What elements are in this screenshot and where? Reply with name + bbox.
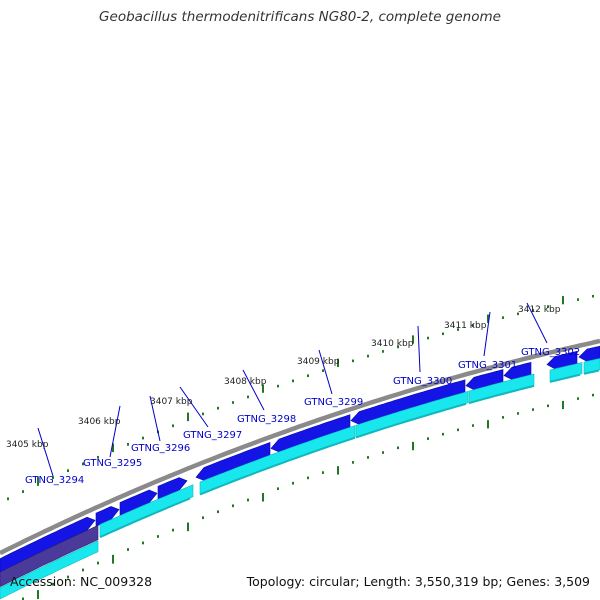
accession-text: Accession: NC_009328 — [10, 574, 153, 589]
gene-label[interactable]: GTNG_3302 — [521, 347, 580, 358]
gene-callouts: GTNG_3294 GTNG_3295 GTNG_3296 GTNG_3297 GTNG… — [25, 302, 580, 486]
reverse-cds-edge — [199, 436, 356, 496]
callout-line — [318, 349, 333, 395]
dark-feature — [0, 524, 99, 588]
gene-label[interactable]: GTNG_3298 — [237, 414, 296, 425]
reverse-cds-edge — [468, 384, 535, 405]
outer-tick-ring — [7, 294, 594, 501]
gene-label[interactable]: GTNG_3299 — [304, 397, 363, 408]
map-title: Geobacillus thermodenitrificans NG80-2, … — [99, 9, 501, 25]
kbp-label: 3411 kbp — [444, 321, 487, 331]
gene-label[interactable]: GTNG_3300 — [393, 376, 452, 387]
callout-line — [417, 325, 421, 373]
callout-line — [526, 302, 548, 344]
kbp-label: 3412 kbp — [518, 305, 561, 315]
callout-line — [179, 386, 209, 428]
topology-summary: Topology: circular; Length: 3,550,319 bp… — [246, 574, 590, 589]
inner-tick-ring — [22, 393, 594, 600]
gene-label[interactable]: GTNG_3297 — [183, 430, 242, 441]
gene-label[interactable]: GTNG_3294 — [25, 475, 84, 486]
kbp-label: 3406 kbp — [78, 417, 121, 427]
reverse-cds-edge — [549, 373, 581, 383]
gene-label[interactable]: GTNG_3296 — [131, 443, 190, 454]
callout-line — [149, 395, 161, 442]
forward-cds — [95, 506, 120, 527]
gene-label[interactable]: GTNG_3301 — [458, 360, 517, 371]
kbp-label: 3407 kbp — [150, 397, 193, 407]
callout-line — [483, 311, 491, 357]
reverse-cds-edge — [355, 402, 467, 439]
kbp-labels: 3405 kbp 3406 kbp 3407 kbp 3408 kbp 3409 kbp… — [6, 305, 561, 450]
kbp-label: 3408 kbp — [224, 377, 267, 387]
gene-label[interactable]: GTNG_3295 — [83, 458, 142, 469]
backbone-arc — [0, 338, 600, 556]
kbp-label: 3405 kbp — [6, 440, 49, 450]
feature-tracks — [0, 338, 600, 600]
kbp-label: 3409 kbp — [297, 357, 340, 367]
callout-line — [242, 369, 265, 411]
callout-line — [109, 405, 121, 458]
reverse-cds-edge — [99, 497, 191, 539]
reverse-cds-edge — [583, 369, 600, 375]
reverse-cds — [0, 540, 99, 600]
callout-line — [37, 427, 54, 477]
kbp-label: 3410 kbp — [371, 339, 414, 349]
